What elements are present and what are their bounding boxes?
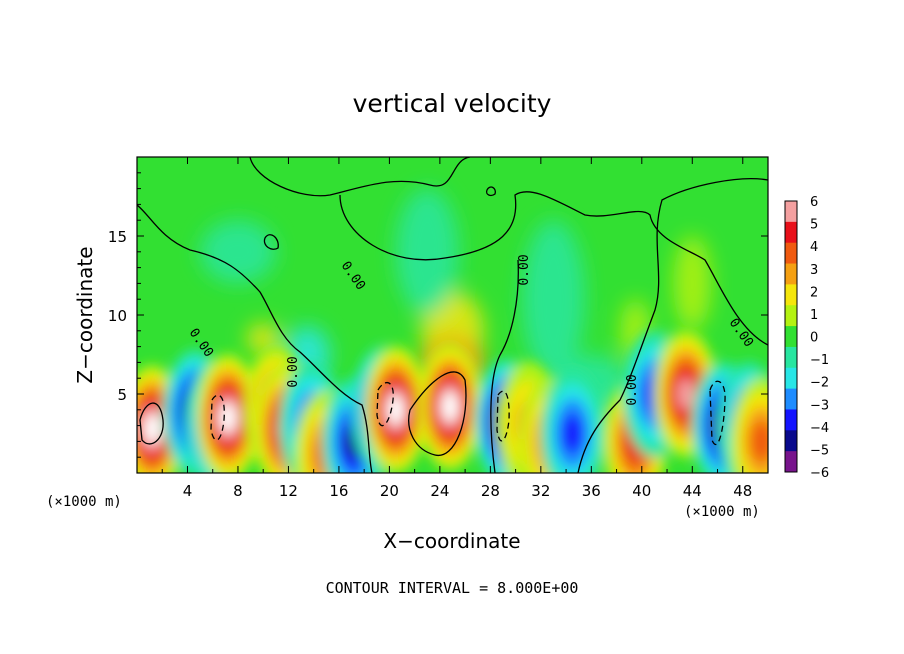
colorbar-label-7: −1: [810, 353, 829, 368]
x-tick-label-8: 8: [233, 482, 243, 500]
contour-label-1: 0.00: [517, 254, 532, 285]
colorbar-swatch-10: [785, 409, 797, 431]
zero-contours: [137, 157, 768, 473]
x-tick-label-16: 16: [329, 482, 348, 500]
contour-labels: 0.00 0.000.000.000.000.00: [186, 254, 756, 405]
colorbar-swatch-6: [785, 326, 797, 348]
zero-contour-top: [249, 157, 471, 197]
colorbar-label-11: −5: [810, 443, 829, 458]
colorbar-label-2: 4: [810, 240, 818, 255]
colorbar-label-0: 6: [810, 195, 818, 210]
contour-island-2: [485, 186, 496, 197]
shading-blob-8: [673, 236, 712, 331]
contour-island-5: [709, 380, 726, 446]
y-axis-label: Z−coordinate: [73, 246, 97, 383]
zero-contour-left: [137, 204, 373, 473]
velocity-cell-21: [729, 377, 768, 473]
zero-contour-middle: [339, 191, 768, 346]
colorbar-swatch-7: [785, 346, 797, 369]
velocity-cell-10: [363, 345, 428, 473]
shading-blob-7: [200, 220, 276, 284]
colorbar-swatch-0: [785, 201, 797, 223]
x-unit-left: (×1000 m): [46, 494, 122, 510]
colorbar-label-10: −4: [810, 421, 829, 436]
x-tick-label-48: 48: [733, 482, 752, 500]
y-tick-label-10: 10: [108, 307, 127, 325]
colorbar-label-4: 2: [810, 285, 818, 300]
x-tick-label-32: 32: [531, 482, 550, 500]
colorbar-frame: [784, 200, 798, 473]
colorbar-label-3: 3: [810, 263, 818, 278]
y-tick-label-5: 5: [117, 386, 127, 404]
colorbar-label-8: −2: [810, 376, 829, 391]
x-tick-label-44: 44: [683, 482, 702, 500]
velocity-cell-15: [540, 369, 605, 473]
contour-island-8: [496, 390, 510, 442]
x-tick-label-4: 4: [183, 482, 193, 500]
colorbar-swatch-9: [785, 388, 797, 410]
contour-island-7: [210, 394, 225, 441]
velocity-cells: [137, 330, 768, 473]
x-tick-label-24: 24: [430, 482, 449, 500]
colorbar-swatch-1: [785, 221, 797, 244]
colorbar-label-6: 0: [810, 331, 818, 346]
velocity-cell-3: [195, 353, 260, 473]
shading-blob-4: [395, 188, 459, 315]
colorbar-label-9: −3: [810, 398, 829, 413]
zero-contour-right: [577, 178, 768, 473]
contour-interval-note: CONTOUR INTERVAL = 8.000E+00: [326, 579, 579, 597]
velocity-cell-11: [417, 342, 482, 471]
contour-island-3: [408, 371, 467, 456]
colorbar-swatch-5: [785, 305, 797, 327]
contour-island-4: [139, 402, 164, 445]
x-tick-label-36: 36: [582, 482, 601, 500]
x-tick-label-12: 12: [279, 482, 298, 500]
contour-label-3: 0.00: [286, 356, 301, 387]
zero-contour-mid-lower: [490, 259, 519, 473]
x-axis-ticks: 4 8 12 16 20 24 28 32 36 40 44 48: [161, 157, 752, 500]
chart-title: vertical velocity: [353, 89, 552, 118]
y-axis-ticks: 5 10 15: [108, 172, 768, 458]
contour-label-4: 0.00: [625, 374, 640, 405]
x-unit-right: (×1000 m): [684, 504, 760, 520]
x-tick-label-20: 20: [380, 482, 399, 500]
colorbar-label-5: 1: [810, 308, 818, 323]
plot-area: 0.00 0.000.000.000.000.00: [137, 157, 768, 473]
colorbar: 6 5 4 3 2 1 0 −1 −2 −3 −4 −5 −6: [784, 195, 829, 481]
colorbar-label-1: 5: [810, 218, 818, 233]
colorbar-label-12: −6: [810, 466, 829, 481]
colorbar-swatch-8: [785, 367, 797, 390]
colorbar-swatch-12: [785, 451, 797, 473]
shading-blob-5: [521, 220, 586, 379]
y-tick-label-15: 15: [108, 228, 127, 246]
x-tick-label-28: 28: [481, 482, 500, 500]
colorbar-swatch-3: [785, 263, 797, 285]
x-axis-label: X−coordinate: [383, 529, 520, 553]
colorbar-swatch-4: [785, 284, 797, 306]
x-tick-label-40: 40: [632, 482, 651, 500]
contour-island-1: [263, 234, 279, 250]
contour-island-6: [376, 381, 394, 427]
colorbar-swatch-11: [785, 430, 797, 452]
colorbar-swatch-2: [785, 242, 797, 264]
